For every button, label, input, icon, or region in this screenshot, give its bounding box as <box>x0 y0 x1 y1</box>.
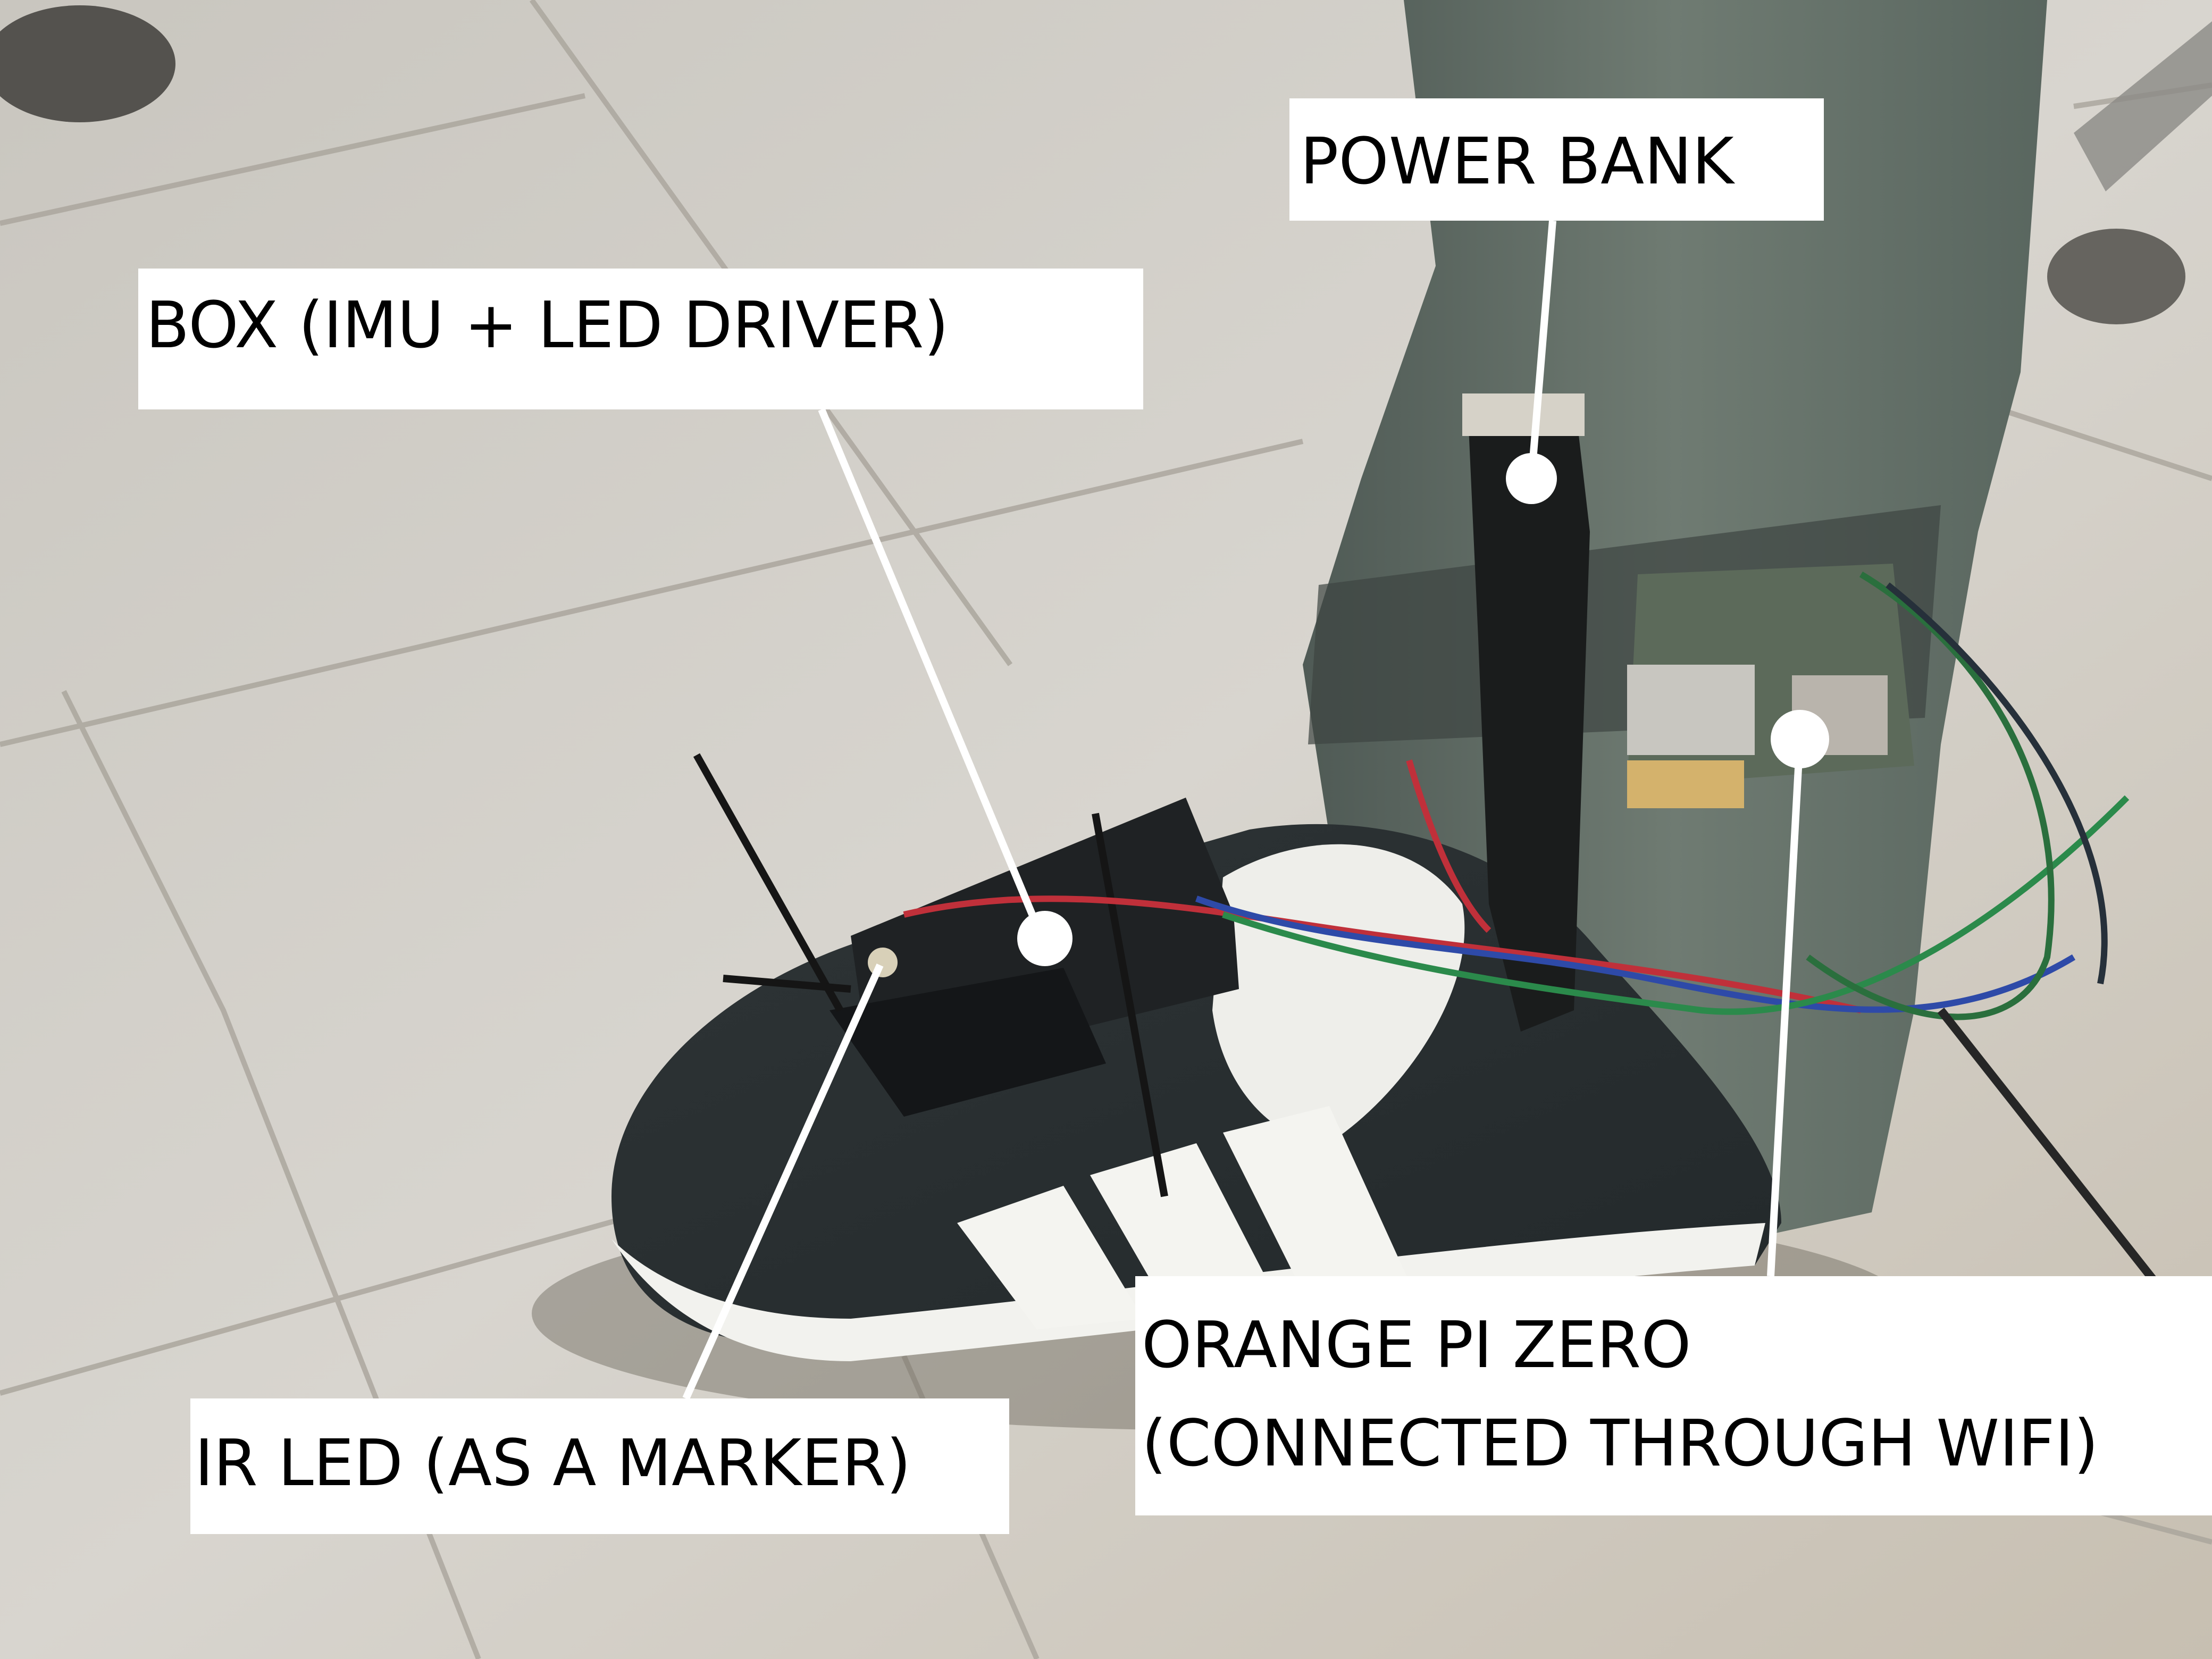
chair-wheel-left <box>0 5 175 122</box>
power-bank <box>1468 393 1590 1032</box>
label-power-bank-text: POWER BANK <box>1300 125 1734 199</box>
ir-led-marker <box>868 948 898 977</box>
label-ir-led-text: IR LED (AS A MARKER) <box>195 1427 911 1501</box>
shoe-stripes <box>957 1106 1409 1329</box>
pointer-lines <box>682 220 1804 1400</box>
pointer-ir-led <box>682 963 884 1400</box>
zip-ties <box>693 753 1168 1197</box>
label-orange-pi: ORANGE PI ZERO (CONNECTED THROUGH WIFI) <box>1135 1276 2212 1515</box>
label-orange-pi-line1: ORANGE PI ZERO <box>1142 1309 1691 1382</box>
label-box: BOX (IMU + LED DRIVER) <box>138 269 1143 409</box>
usb-port <box>1627 760 1744 808</box>
label-orange-pi-line2: (CONNECTED THROUGH WIFI) <box>1142 1407 2099 1481</box>
pointer-box <box>818 408 1046 940</box>
pointer-power-bank <box>1528 220 1556 479</box>
label-ir-led: IR LED (AS A MARKER) <box>190 1398 1009 1534</box>
pointer-dots <box>1017 453 1829 966</box>
ethernet-port <box>1627 665 1755 755</box>
label-power-bank: POWER BANK <box>1289 98 1824 221</box>
label-box-text: BOX (IMU + LED DRIVER) <box>146 289 949 363</box>
pointer-dot-power-bank <box>1506 453 1557 504</box>
chair-wheel-right <box>2047 229 2185 324</box>
pointer-dot-orange-pi <box>1771 710 1829 768</box>
wires <box>903 571 2163 1289</box>
imu-box-strap <box>830 968 1106 1117</box>
pointer-orange-pi <box>1767 739 1804 1277</box>
power-bank-cap <box>1462 393 1585 436</box>
pointer-dot-box <box>1017 911 1073 966</box>
chair-leg <box>2074 21 2212 191</box>
